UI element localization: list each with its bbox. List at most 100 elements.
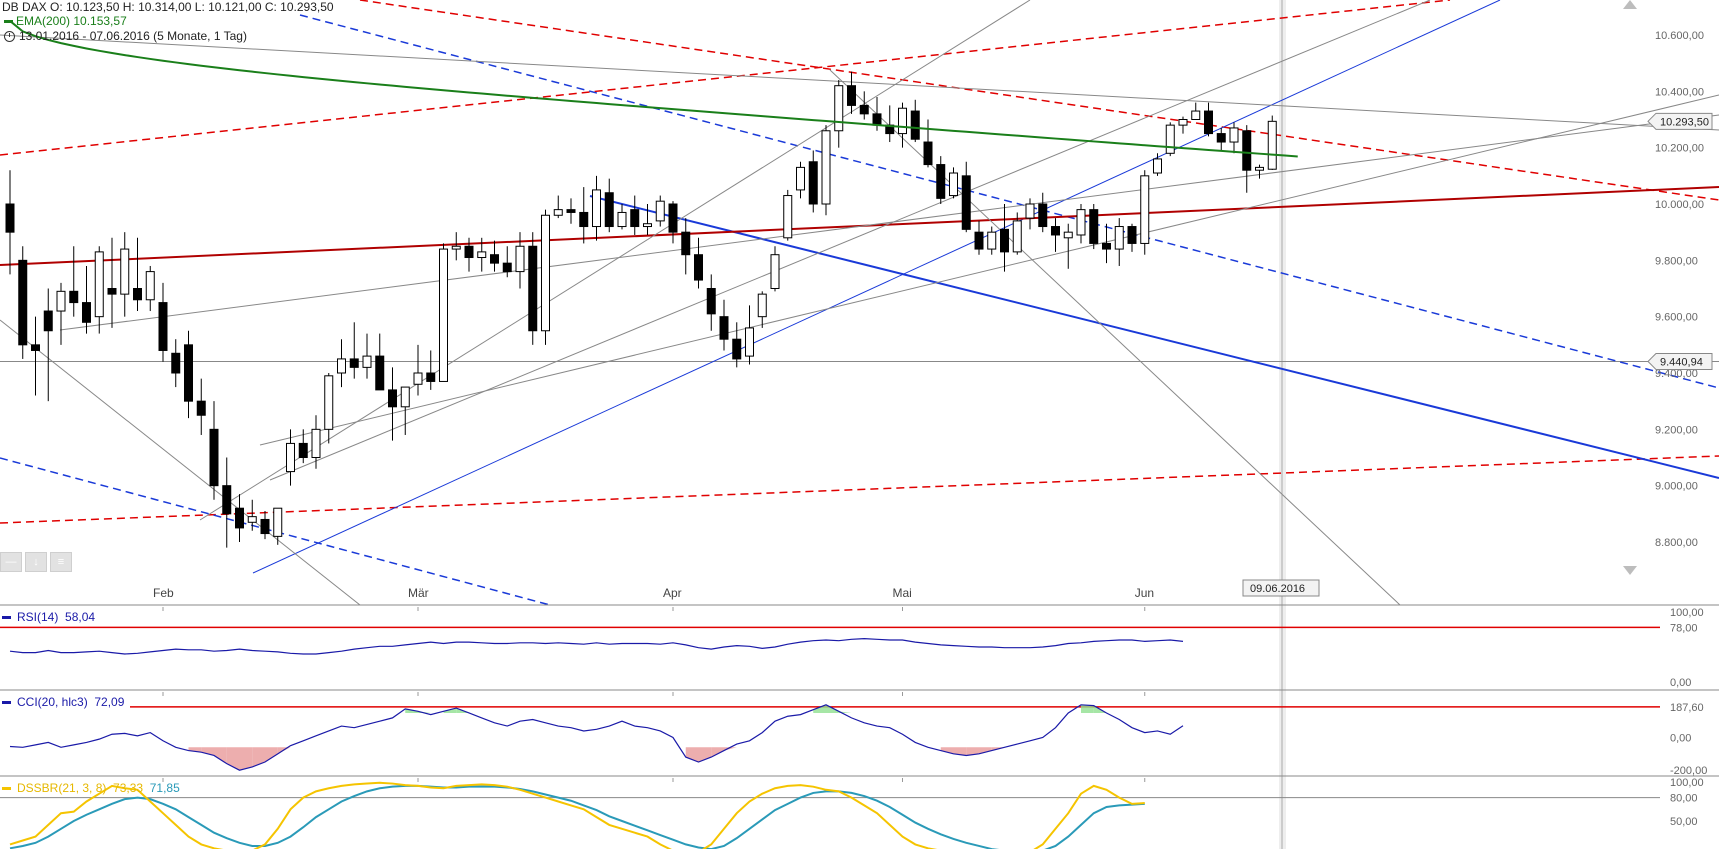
candle-body — [5, 203, 15, 233]
date-range: 13.01.2016 - 07.06.2016 (5 Monate, 1 Tag… — [2, 29, 247, 43]
gray-trendline-top — [0, 34, 1719, 131]
candle-body — [1140, 175, 1150, 244]
price-tick-label: 8.800,00 — [1655, 537, 1698, 549]
candle-body — [898, 107, 907, 135]
cci-oversold-fill — [953, 747, 967, 756]
candle-body — [107, 288, 117, 295]
price-tick-label: 10.200,00 — [1655, 143, 1704, 155]
candle-body — [400, 386, 410, 408]
candle-body — [82, 302, 91, 323]
candles-group — [5, 71, 1277, 548]
cci-oversold-fill — [265, 747, 278, 763]
candle-body — [872, 113, 882, 126]
dss-swatch — [2, 787, 11, 791]
price-tick-label: 9.400,00 — [1655, 368, 1698, 380]
cci-tick-label: -200,00 — [1670, 765, 1707, 777]
cci-oversold-fill — [214, 747, 227, 764]
candle-body — [1216, 133, 1226, 143]
candle-body — [923, 141, 933, 166]
candle-body — [719, 316, 729, 340]
time-axis-label: Feb — [153, 586, 174, 600]
candle-body — [974, 231, 984, 250]
gray-trendline-fan-2 — [259, 94, 1719, 446]
candle-body — [859, 104, 869, 115]
price-tick-label: 9.800,00 — [1655, 255, 1698, 267]
candle-body — [617, 211, 627, 228]
candle-body — [528, 245, 538, 332]
candle-body — [439, 248, 448, 382]
candle-body — [949, 172, 958, 197]
cci-oversold-fill — [940, 747, 954, 754]
candle-body — [566, 209, 576, 213]
price-tick-label: 9.600,00 — [1655, 312, 1698, 324]
rsi-tick-label: 0,00 — [1670, 677, 1691, 689]
blue-dashed-trendline-upper — [299, 14, 1719, 389]
cci-name: CCI(20, hlc3) — [17, 695, 88, 709]
candle-body — [515, 245, 525, 273]
candle-body — [222, 485, 232, 515]
cci-legend: CCI(20, hlc3) 72,09 — [2, 695, 124, 709]
trendlines-group — [0, 0, 1719, 605]
candle-body — [592, 189, 601, 228]
scroll-up-icon[interactable] — [1623, 0, 1637, 9]
minimize-icon[interactable]: — — [0, 552, 22, 572]
cci-oversold-fill — [277, 747, 291, 754]
cci-oversold-fill — [226, 747, 240, 771]
candle-body — [1178, 119, 1188, 126]
last-price-tag — [1647, 112, 1713, 130]
time-axis-label: Apr — [663, 586, 682, 600]
clock-icon — [4, 31, 15, 43]
cci-oversold-fill — [724, 747, 737, 751]
candle-body — [1114, 226, 1124, 250]
download-icon[interactable]: ↓ — [25, 552, 47, 572]
candle-body — [808, 161, 818, 205]
candle-body — [171, 352, 181, 374]
candle-body — [732, 338, 742, 360]
cursor-date-tag — [1242, 579, 1320, 597]
candle-body — [145, 271, 155, 301]
blue-dashed-trendline-lower — [0, 457, 551, 605]
candle-body — [1153, 158, 1162, 174]
ohlc-header: DB DAX O: 10.123,50 H: 10.314,00 L: 10.1… — [2, 0, 334, 14]
candle-body — [451, 245, 461, 250]
candle-body — [56, 290, 66, 312]
red-dashed-trendline-upper — [0, 0, 1451, 156]
candle-body — [655, 200, 665, 222]
candle-body — [630, 209, 640, 228]
dss-slow-value: 71,85 — [149, 781, 180, 795]
menu-icon[interactable]: ≡ — [50, 552, 72, 572]
cci-oversold-fill — [979, 747, 992, 754]
candle-body — [196, 400, 206, 416]
candle-body — [94, 251, 104, 318]
price-tick-label: 9.000,00 — [1655, 481, 1698, 493]
candle-body — [643, 223, 652, 228]
candle-body — [1063, 231, 1073, 239]
candle-body — [298, 442, 308, 458]
candle-body — [668, 203, 678, 233]
candle-body — [286, 442, 295, 473]
candle-body — [987, 231, 997, 250]
rsi-swatch — [2, 616, 11, 620]
red-dashed-trendline-resistance — [359, 0, 1719, 201]
candle-body — [821, 130, 831, 205]
candle-body — [1025, 203, 1035, 219]
candle-body — [1038, 203, 1048, 228]
level-price-label: 9.440,94 — [1660, 356, 1703, 368]
cci-oversold-fill — [252, 747, 265, 767]
time-axis-label: Mai — [893, 586, 912, 600]
candle-body — [757, 293, 767, 318]
ema-legend-swatch — [4, 20, 13, 24]
cci-oversold-fill — [201, 747, 214, 756]
cci-tick-label: 187,60 — [1670, 702, 1704, 714]
scroll-down-icon[interactable] — [1623, 566, 1637, 575]
cci-overbought-fill — [1081, 704, 1094, 713]
candle-body — [120, 248, 130, 295]
date-range-label: 13.01.2016 - 07.06.2016 (5 Monate, 1 Tag… — [19, 29, 247, 43]
price-tick-label: 9.200,00 — [1655, 424, 1698, 436]
candle-body — [541, 214, 550, 332]
last-price-label: 10.293,50 — [1660, 116, 1709, 128]
candle-body — [1165, 124, 1175, 154]
candle-body — [847, 85, 856, 106]
candle-body — [1076, 209, 1086, 236]
